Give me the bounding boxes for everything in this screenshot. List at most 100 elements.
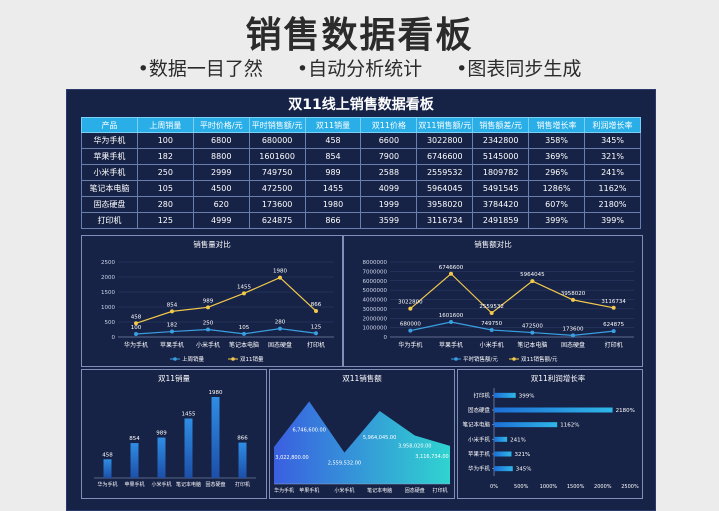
x-tick-label: 小米手机 xyxy=(196,341,220,349)
double11-volume-chart: 双11销量 458 华为手机 854 苹果手机 989 小米手机 1455 笔记本电脑 1980 固… xyxy=(94,373,256,488)
table-cell: 1980 xyxy=(304,196,362,213)
table-cell: 3784420 xyxy=(472,196,530,213)
table-cell: 280 xyxy=(136,196,194,213)
table-cell: 358% xyxy=(528,132,586,149)
table-cell: 2180% xyxy=(584,196,641,213)
table-cell: 6600 xyxy=(360,132,418,149)
data-label: 5964045 xyxy=(520,272,545,278)
data-point xyxy=(530,279,535,284)
table-cell: 6746600 xyxy=(416,148,474,165)
table-header-cell: 平时价格/元 xyxy=(192,117,250,133)
x-tick-label: 笔记本电脑 xyxy=(229,341,259,349)
table-header-cell: 销售增长率 xyxy=(528,117,586,133)
data-label: 399% xyxy=(519,393,535,399)
data-point xyxy=(134,332,138,336)
double11-amount-panel: 双11销售额 3,022,800.00 华为手机 6,746,600.00 苹果手机 2,… xyxy=(269,369,455,499)
bar xyxy=(494,392,516,398)
data-point xyxy=(489,311,494,316)
table-cell: 华为手机 xyxy=(81,132,138,149)
x-tick-label: 华为手机 xyxy=(274,487,294,494)
double11-amount-chart: 双11销售额 3,022,800.00 华为手机 6,746,600.00 苹果手机 2,… xyxy=(274,373,450,494)
table-cell: 固态硬盘 xyxy=(81,196,138,213)
data-point xyxy=(611,305,616,310)
series-line xyxy=(135,327,317,335)
chart-title: 销售量对比 xyxy=(193,239,231,249)
table-header-cell: 上周销量 xyxy=(136,117,194,133)
data-point xyxy=(134,321,138,326)
y-tick-label: 2500 xyxy=(101,260,115,266)
x-tick-label: 苹果手机 xyxy=(160,341,184,349)
data-point xyxy=(408,328,413,333)
y-tick-label: 8000000 xyxy=(363,260,388,266)
table-cell: 296% xyxy=(528,164,586,181)
table-cell: 3958020 xyxy=(416,196,474,213)
table-cell: 866 xyxy=(304,212,362,229)
data-label: 6746600 xyxy=(439,265,464,271)
bar xyxy=(184,418,193,478)
x-tick-label: 固态硬盘 xyxy=(268,341,292,349)
table-cell: 399% xyxy=(528,212,586,229)
table-cell: 241% xyxy=(584,164,641,181)
bar xyxy=(494,436,508,442)
data-label: 3958020 xyxy=(561,291,586,297)
data-label: 3,022,800.00 xyxy=(275,455,308,461)
table-row: 笔记本电脑 105 4500 472500 1455 4099 5964045 5491545… xyxy=(81,180,641,197)
data-point xyxy=(242,331,246,336)
table-cell: 5491545 xyxy=(472,180,530,197)
table-header-cell: 双11销量 xyxy=(304,117,362,133)
table-cell: 3022800 xyxy=(416,132,474,149)
y-tick-label: 6000000 xyxy=(363,279,388,285)
data-point xyxy=(408,306,413,311)
table-row: 华为手机 100 6800 680000 458 6600 3022800 2342800 35… xyxy=(81,132,641,149)
legend-marker xyxy=(231,357,235,361)
table-cell: 5964045 xyxy=(416,180,474,197)
data-point xyxy=(206,305,210,310)
data-label: 2180% xyxy=(616,408,635,414)
y-tick-label: 2000 xyxy=(101,275,115,281)
table-header-cell: 双11销售额/元 xyxy=(416,117,474,133)
table-cell: 989 xyxy=(304,164,362,181)
feature-item: •图表同步生成 xyxy=(456,58,582,80)
table-cell: 4099 xyxy=(360,180,418,197)
x-tick-label: 笔记本电脑 xyxy=(517,341,547,349)
table-cell: 472500 xyxy=(248,180,306,197)
data-label: 989 xyxy=(203,298,214,304)
data-label: 854 xyxy=(167,302,178,308)
bar xyxy=(494,451,512,457)
bar xyxy=(130,443,139,478)
data-point xyxy=(314,309,318,314)
table-header-cell: 销售额差/元 xyxy=(472,117,530,133)
table-header-cell: 产品 xyxy=(81,117,138,133)
table-header-cell: 利润增长率 xyxy=(584,117,641,133)
data-label: 458 xyxy=(131,314,142,320)
data-label: 989 xyxy=(156,431,167,437)
x-tick-label: 苹果手机 xyxy=(299,487,319,494)
y-tick-label: 1000 xyxy=(101,305,115,311)
data-label: 3,116,734.00 xyxy=(415,454,448,460)
data-label: 182 xyxy=(167,323,178,329)
table-row: 固态硬盘 280 620 173600 1980 1999 3958020 3784420 60… xyxy=(81,196,641,213)
amount-comparison-panel: 销售额对比 0 1000000 2000000 3000000 4000000 500000… xyxy=(343,235,643,367)
y-tick-label: 7000000 xyxy=(363,269,388,275)
data-point xyxy=(314,331,318,336)
profit-growth-chart: 双11利润增长率 0% 500% 1000% 1500% 2000% 2500% 打印机 399… xyxy=(462,373,638,490)
table-cell: 4500 xyxy=(192,180,250,197)
y-tick-label: 0 xyxy=(384,335,388,341)
data-label: 100 xyxy=(131,325,142,331)
data-label: 280 xyxy=(275,320,286,326)
table-cell: 7900 xyxy=(360,148,418,165)
table-cell: 2342800 xyxy=(472,132,530,149)
bar xyxy=(494,407,613,413)
table-header-cell: 双11价格 xyxy=(360,117,418,133)
bar xyxy=(238,442,247,478)
table-cell: 2559532 xyxy=(416,164,474,181)
x-tick-label: 华为手机 xyxy=(398,341,422,349)
data-point xyxy=(278,326,282,331)
table-cell: 321% xyxy=(584,148,641,165)
data-point xyxy=(489,327,494,332)
feature-item: •数据一目了然 xyxy=(137,58,263,80)
chart-title: 销售额对比 xyxy=(474,239,512,249)
legend-label: 双11销售额/元 xyxy=(521,355,558,363)
y-tick-label: 0 xyxy=(112,335,116,341)
data-point xyxy=(611,329,616,334)
